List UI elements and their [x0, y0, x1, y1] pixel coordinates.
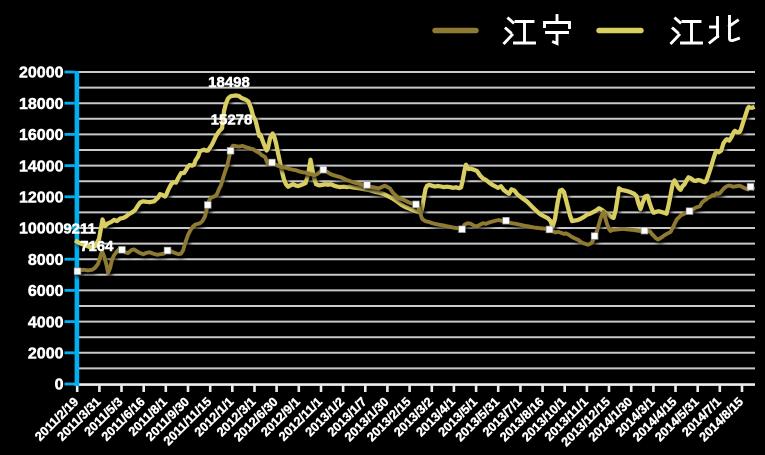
svg-text:18000: 18000: [19, 96, 64, 113]
svg-text:15278: 15278: [211, 112, 253, 129]
svg-text:18498: 18498: [208, 74, 250, 91]
svg-text:16000: 16000: [19, 127, 64, 144]
svg-text:20000: 20000: [19, 65, 64, 82]
svg-text:4000: 4000: [28, 314, 64, 331]
svg-text:14000: 14000: [19, 158, 64, 175]
svg-text:10000: 10000: [19, 221, 64, 238]
svg-text:12000: 12000: [19, 190, 64, 207]
svg-text:0: 0: [55, 377, 64, 394]
svg-text:8000: 8000: [28, 252, 64, 269]
svg-text:7164: 7164: [80, 238, 114, 255]
svg-text:9211: 9211: [63, 221, 96, 238]
svg-text:2000: 2000: [28, 346, 64, 363]
svg-text:6000: 6000: [28, 283, 64, 300]
